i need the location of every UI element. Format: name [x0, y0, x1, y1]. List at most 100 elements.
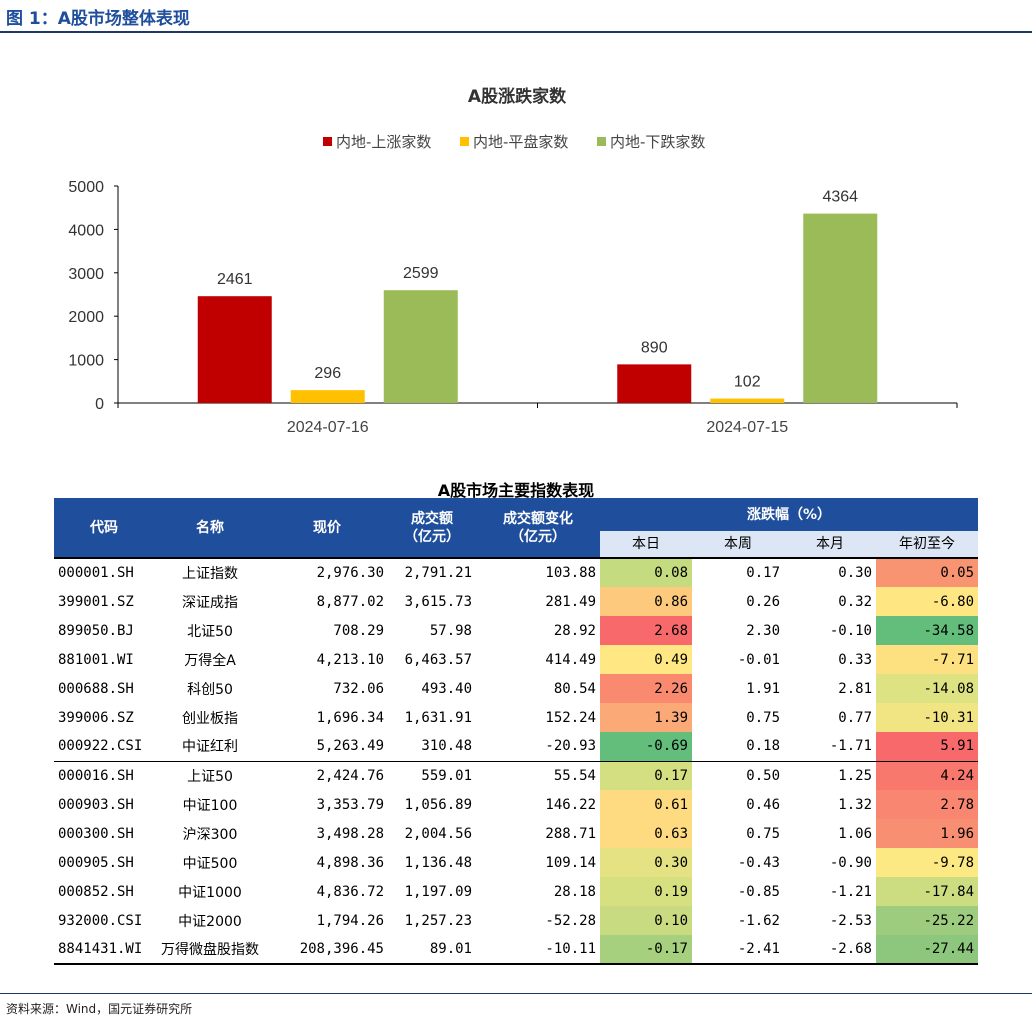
cell-name: 创业板指: [182, 710, 238, 727]
cell-turnover: 310.48: [388, 732, 476, 762]
header-line: （亿元）: [510, 528, 566, 545]
legend-swatch: [323, 137, 332, 146]
cell-name: 北证50: [187, 623, 233, 640]
cell-code: 000016.SH: [58, 767, 134, 784]
chart-legend: 内地-上涨家数 内地-平盘家数 内地-下跌家数: [323, 133, 705, 151]
header-name: 名称: [154, 498, 266, 558]
cell-pct-day: 0.17: [600, 761, 692, 790]
cell-pct-ytd: -34.58: [876, 616, 979, 645]
cell-pct-day: 2.26: [600, 674, 692, 703]
cell-pct-week: 0.46: [746, 796, 780, 813]
bar-value-label: 4364: [822, 189, 858, 206]
cell-turnover: 3,615.73: [404, 593, 472, 610]
legend-label: 内地-下跌家数: [610, 133, 705, 151]
legend-swatch: [460, 137, 469, 146]
cell-name: 中证1000: [178, 884, 242, 901]
cell-name: 中证红利: [154, 732, 266, 762]
cell-name: 中证2000: [178, 913, 242, 930]
cell-name: 科创50: [187, 681, 233, 698]
cell-name: 中证500: [182, 855, 238, 872]
cell-turnover-change: 281.49: [545, 593, 596, 610]
cell-pct-month: -1.21: [829, 883, 872, 900]
table-row: 000001.SH 上证指数 2,976.30 2,791.21 103.88 0.08 0…: [54, 557, 979, 587]
cell-price: 732.06: [333, 680, 384, 697]
table-row: 000300.SH 沪深300 3,498.28 2,004.56 288.71 0.63…: [54, 819, 979, 848]
cell-price: 208,396.45: [266, 935, 388, 965]
cell-turnover: 57.98: [429, 622, 472, 639]
cell-pct-day: 0.10: [600, 906, 692, 935]
header-line: 成交额变化: [503, 510, 573, 527]
cell-pct-day: 0.63: [600, 819, 692, 848]
source-note: 资料来源：Wind，国元证券研究所: [6, 1002, 193, 1016]
header-pct-month: 本月: [784, 531, 876, 558]
cell-turnover: 1,257.23: [404, 912, 472, 929]
cell-turnover-change: 146.22: [545, 796, 596, 813]
cell-pct-day: -0.69: [600, 732, 692, 762]
legend-label: 内地-上涨家数: [336, 133, 431, 151]
cell-pct-week: -0.85: [737, 883, 780, 900]
cell-price: 4,836.72: [316, 883, 384, 900]
cell-turnover: 493.40: [421, 680, 472, 697]
cell-code: 000922.CSI: [54, 732, 154, 762]
legend-swatch: [597, 137, 606, 146]
cell-pct-ytd: -27.44: [876, 935, 979, 965]
cell-price: 1,794.26: [316, 912, 384, 929]
bar: [710, 398, 785, 403]
header-pct-group: 涨跌幅（%）: [600, 498, 979, 531]
cell-pct-day: 0.19: [600, 877, 692, 906]
chart-bars: 2461 296 2599 890 102 4364: [197, 189, 878, 403]
cell-pct-month: 0.32: [838, 593, 872, 610]
cell-pct-ytd: -14.08: [876, 674, 979, 703]
cell-turnover: 1,136.48: [404, 854, 472, 871]
cell-price: 708.29: [333, 622, 384, 639]
cell-pct-day: 0.30: [600, 848, 692, 877]
table-row: 000688.SH 科创50 732.06 493.40 80.54 2.26 1.91 2.…: [54, 674, 979, 703]
cell-pct-month: 0.30: [784, 557, 876, 587]
cell-price: 3,498.28: [316, 825, 384, 842]
cell-turnover: 2,004.56: [404, 825, 472, 842]
cell-pct-week: 1.91: [746, 680, 780, 697]
cell-pct-day: -0.17: [600, 935, 692, 965]
cell-code: 399006.SZ: [58, 709, 134, 726]
cell-turnover-change: 55.54: [553, 767, 596, 784]
cell-pct-month: -2.53: [829, 912, 872, 929]
cell-turnover: 559.01: [421, 767, 472, 784]
cell-turnover-change: 152.24: [545, 709, 596, 726]
y-tick-label: 0: [95, 396, 104, 413]
cell-pct-ytd: 5.91: [876, 732, 979, 762]
table-row: 000922.CSI 中证红利 5,263.49 310.48 -20.93 -0.69 0…: [54, 732, 979, 762]
cell-turnover-change: 28.92: [553, 622, 596, 639]
cell-pct-month: 1.06: [838, 825, 872, 842]
cell-code: 000688.SH: [58, 680, 134, 697]
index-table: 代码 名称 现价 成交额 （亿元） 成交额变化 （亿元） 涨跌幅（%） 本日 本周 …: [54, 498, 979, 965]
header-line: 成交额: [411, 510, 453, 527]
cell-pct-week: 2.30: [746, 622, 780, 639]
cell-pct-week: 0.18: [692, 732, 784, 762]
cell-turnover-change: 80.54: [553, 680, 596, 697]
source-rule: [0, 993, 1032, 994]
bar: [803, 213, 878, 403]
y-tick-label: 1000: [68, 353, 104, 370]
cell-code: 000300.SH: [58, 825, 134, 842]
cell-pct-week: -0.43: [737, 854, 780, 871]
cell-turnover-change: -10.11: [476, 935, 600, 965]
chart-axes: 0 1000 2000 3000 4000 5000 2024-07-16 2024-07-1…: [68, 179, 958, 436]
cell-name: 上证指数: [154, 557, 266, 587]
table-row: 399006.SZ 创业板指 1,696.34 1,631.91 152.24 1.39 0…: [54, 703, 979, 732]
cell-pct-day: 0.49: [600, 645, 692, 674]
cell-pct-month: -2.68: [784, 935, 876, 965]
cell-code: 000852.SH: [58, 883, 134, 900]
cell-turnover-change: 414.49: [545, 651, 596, 668]
cell-pct-ytd: 0.05: [876, 557, 979, 587]
cell-pct-month: -0.90: [829, 854, 872, 871]
cell-turnover: 89.01: [388, 935, 476, 965]
cell-code: 8841431.WI: [54, 935, 154, 965]
cell-price: 3,353.79: [316, 796, 384, 813]
table-title: A股市场主要指数表现: [437, 481, 595, 500]
cell-pct-month: 0.77: [838, 709, 872, 726]
header-pct-week: 本周: [692, 531, 784, 558]
x-tick-label: 2024-07-16: [287, 419, 369, 436]
cell-name: 深证成指: [182, 594, 238, 611]
cell-pct-ytd: -7.71: [876, 645, 979, 674]
cell-pct-ytd: -9.78: [876, 848, 979, 877]
